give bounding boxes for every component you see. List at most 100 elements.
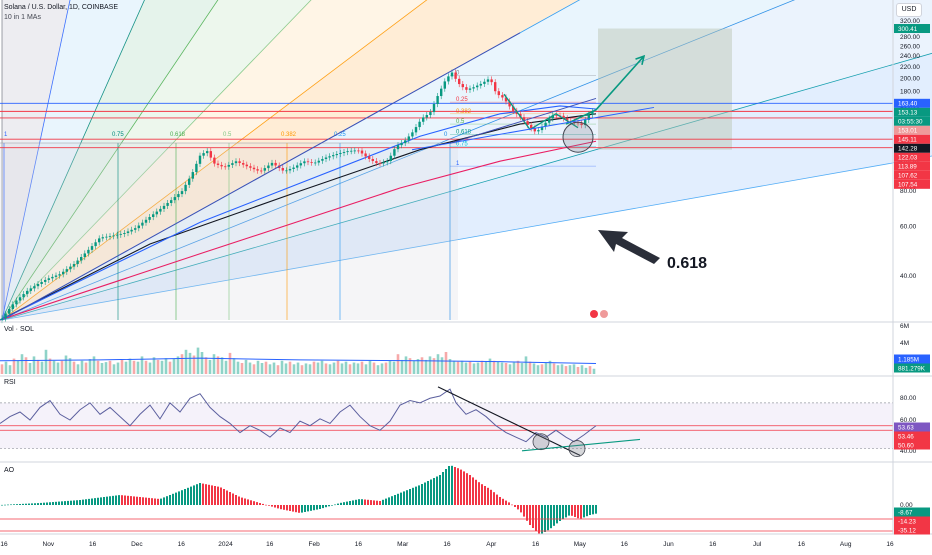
ao-bar: [523, 505, 525, 517]
currency-button[interactable]: USD: [896, 3, 922, 17]
ao-bar: [325, 505, 327, 508]
volume-bar: [288, 361, 292, 374]
volume-bar: [148, 362, 152, 374]
volume-bar: [296, 362, 300, 374]
pane-badge-label: 50.60: [898, 442, 914, 449]
ao-bar: [61, 501, 63, 505]
price-badge-bg: [894, 24, 930, 34]
candle-body: [249, 166, 252, 168]
ao-bar: [571, 505, 573, 516]
volume-bar: [392, 361, 396, 374]
price-badge-bg: [894, 134, 930, 144]
candle-body: [450, 72, 454, 77]
ao-bar: [58, 501, 60, 505]
volume-bar: [40, 361, 44, 374]
candle-body: [224, 166, 227, 168]
volume-bar: [452, 360, 456, 374]
candle-body: [40, 281, 43, 285]
candle-body: [303, 161, 306, 164]
fib-retracement-label: 0.25: [456, 97, 468, 103]
candle-body: [584, 119, 587, 126]
ao-bar: [289, 505, 291, 511]
ao-bar: [328, 505, 330, 507]
fan-sector: [2, 53, 932, 320]
candle-body: [353, 150, 356, 152]
ao-bar: [211, 485, 213, 505]
indicator-name[interactable]: 10 in 1 MAs: [4, 14, 41, 21]
ao-bar: [229, 492, 231, 505]
candle-body: [213, 157, 216, 164]
candle-body: [245, 164, 248, 167]
volume-bar: [324, 363, 328, 374]
ao-bar: [103, 497, 105, 505]
ao-label[interactable]: AO: [4, 467, 15, 474]
candle-body: [526, 121, 529, 125]
volume-bar: [356, 363, 360, 374]
volume-bar: [196, 347, 200, 374]
candle-body: [418, 121, 421, 128]
candle-body: [65, 269, 68, 272]
volume-bar: [364, 364, 368, 374]
candle-body: [227, 164, 230, 167]
volume-ma-line: [0, 357, 597, 364]
ao-bar: [235, 495, 237, 505]
symbol-title[interactable]: Solana / U.S. Dollar, 1D, COINBASE: [4, 4, 118, 11]
ao-bar: [565, 505, 567, 518]
ao-bar: [73, 500, 75, 505]
volume-label[interactable]: Vol · SOL: [4, 326, 34, 333]
ao-bar: [223, 489, 225, 505]
price-tick-label: 60.00: [900, 223, 917, 230]
candle-body: [368, 156, 371, 159]
ao-bar: [346, 501, 348, 505]
candle-body: [191, 172, 194, 179]
ao-bar: [64, 501, 66, 505]
ao-bar: [76, 500, 78, 505]
ao-bar: [385, 498, 387, 505]
ao-bar: [163, 497, 165, 505]
time-tick-label: 16: [0, 541, 8, 548]
ao-bar: [535, 505, 537, 531]
projection-arrow-head: [635, 54, 646, 66]
price-badge-bg: [894, 125, 930, 135]
ao-bar: [280, 505, 282, 510]
candle-body: [69, 266, 72, 270]
volume-bar: [332, 362, 336, 374]
price-tick-label: 260.00: [900, 43, 920, 50]
fib-retracement-label: 1: [456, 161, 460, 167]
time-tick-label: 16: [621, 541, 629, 548]
volume-bar: [128, 358, 132, 374]
volume-bar: [516, 360, 520, 374]
volume-bar: [88, 359, 92, 374]
ao-bar: [499, 497, 501, 505]
volume-bar: [140, 356, 144, 374]
candle-body: [62, 271, 65, 275]
volume-bar: [8, 365, 12, 374]
time-axis: 16 Nov 16 Dec 16 2024 16 Feb 16 Mar 16 Apr 16 May 16 Ju…: [0, 541, 894, 548]
ao-bar: [178, 491, 180, 505]
ao-bar: [487, 487, 489, 505]
volume-bar: [204, 357, 208, 374]
ao-bar: [154, 498, 156, 505]
volume-bar: [504, 363, 508, 374]
rsi-label[interactable]: RSI: [4, 379, 16, 386]
volume-bar: [428, 356, 432, 374]
candle-body: [468, 88, 472, 90]
volume-bar: [480, 360, 484, 374]
volume-bar: [280, 360, 284, 374]
ao-bar: [169, 495, 171, 505]
ao-bar: [22, 503, 24, 505]
candle-body: [548, 118, 551, 123]
rsi-line: [0, 388, 597, 443]
volume-bar: [320, 360, 324, 374]
volume-bar: [404, 356, 408, 374]
ao-bar: [310, 505, 312, 511]
candle-body: [76, 260, 79, 265]
volume-bar: [108, 360, 112, 374]
candle-body: [58, 274, 61, 276]
ao-bar: [28, 503, 30, 505]
ao-bar: [496, 494, 498, 505]
candle-body: [461, 84, 464, 88]
candle-body: [317, 160, 320, 163]
